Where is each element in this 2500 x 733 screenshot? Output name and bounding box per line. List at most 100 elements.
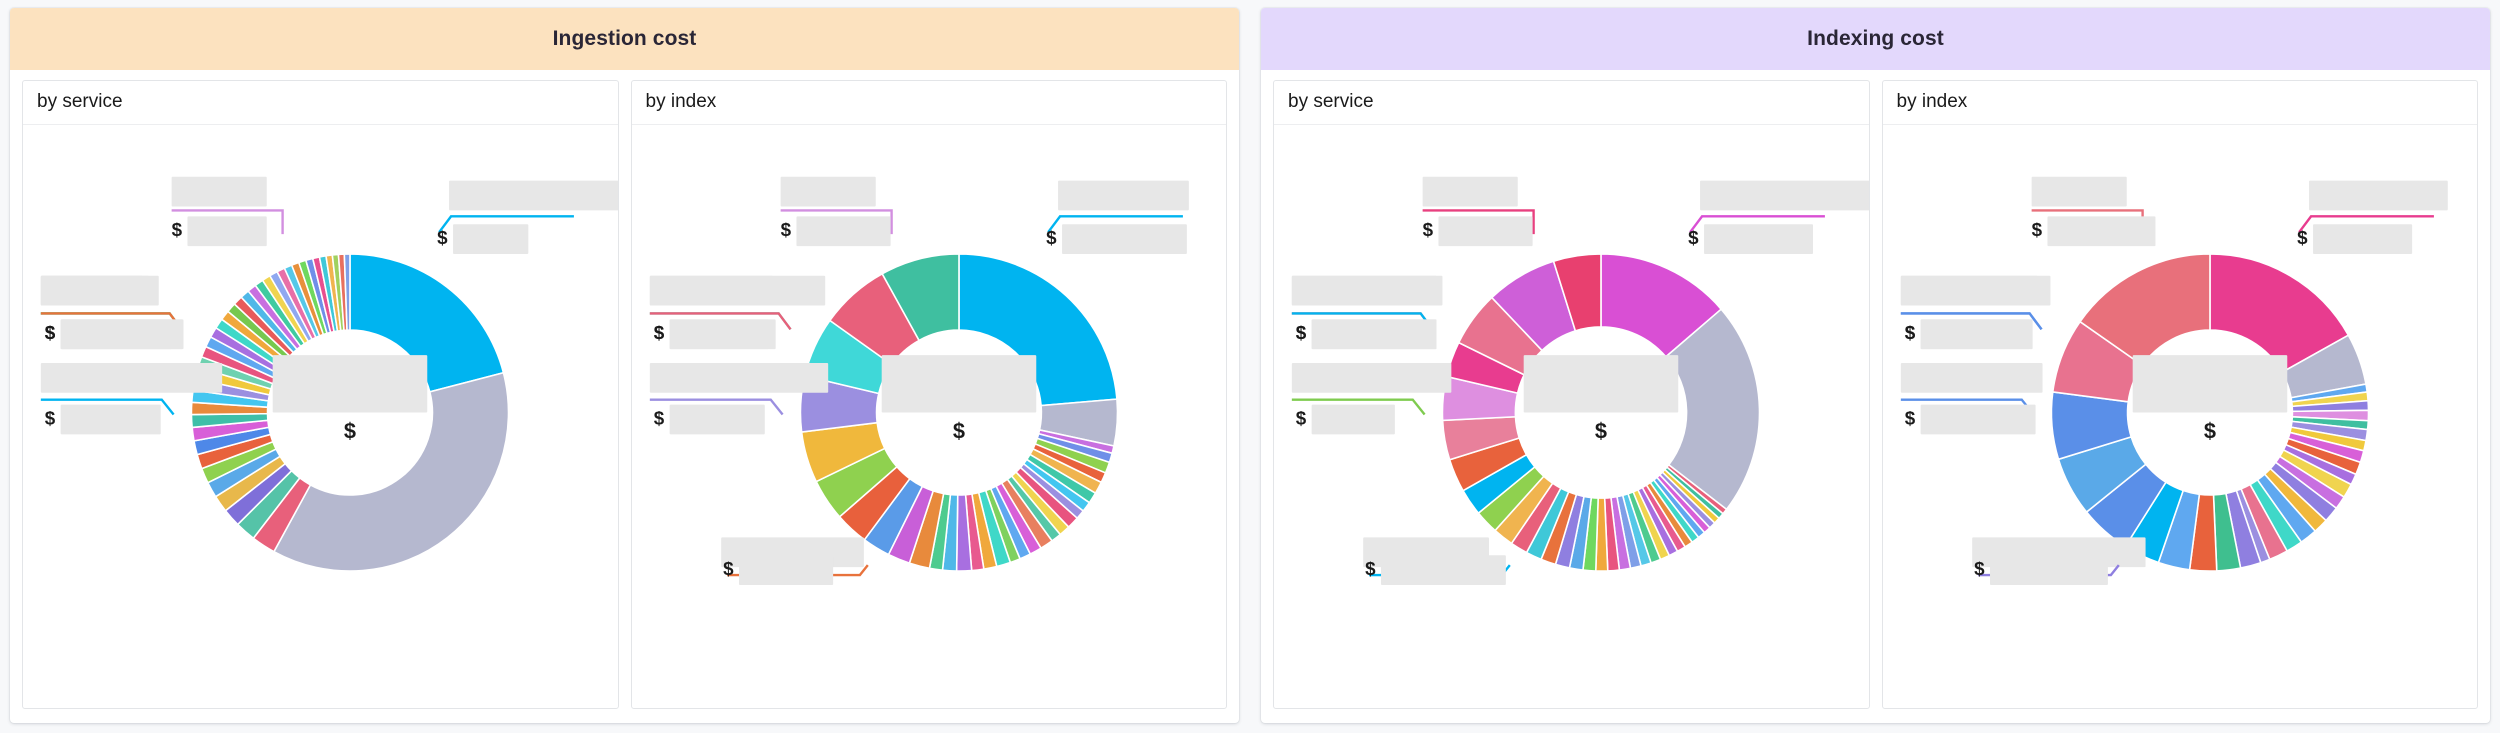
- chart-card-indexing-by-index: by index $ $ $ $ $ $ $: [1881, 80, 2478, 709]
- callout-value-redacted: [1704, 224, 1814, 255]
- callout-name-redacted: [1291, 362, 1452, 393]
- chart-title: by index: [1882, 81, 2477, 125]
- callout-value-redacted: [1989, 555, 2108, 585]
- chart-card-ingestion-by-service: by service $ $ $ $ $ $ $: [22, 80, 619, 709]
- center-total-redacted: [1523, 355, 1679, 413]
- callout-value-prefix: $: [1296, 407, 1307, 428]
- callout-name-redacted: [649, 362, 828, 393]
- donut-slice[interactable]: [1664, 308, 1761, 511]
- callout-value-prefix: $: [1904, 322, 1915, 343]
- donut-slices: [2050, 253, 2369, 572]
- callout-group: $$$$$$: [40, 176, 618, 435]
- center-total-redacted: [881, 355, 1036, 413]
- callout-name-redacted: [40, 275, 149, 306]
- chart-canvas: $ $ $ $ $ $ $: [1274, 125, 1869, 708]
- callout-value-redacted: [1438, 216, 1533, 247]
- donut-slice[interactable]: [1552, 253, 1602, 332]
- callout-value-prefix: $: [1365, 558, 1376, 579]
- center-total-prefix: $: [952, 418, 964, 443]
- center-total-prefix: $: [344, 418, 356, 443]
- center-total-prefix: $: [2203, 418, 2215, 443]
- panel-body: by service $ $ $ $ $ $ $ by index $ $ $ $ $ $ $: [1261, 70, 2490, 723]
- callout-leader-line: [1689, 215, 1825, 233]
- callout-value-prefix: $: [1296, 322, 1307, 343]
- callout-value-prefix: $: [45, 322, 56, 343]
- callout-name-redacted: [649, 275, 773, 306]
- center-total-prefix: $: [1595, 418, 1607, 443]
- callout-leader-line: [1291, 398, 1426, 416]
- callout-value-prefix: $: [2297, 227, 2308, 248]
- callout-group: $ $ $ $ $ $: [1291, 176, 1869, 585]
- callout-value-prefix: $: [723, 558, 734, 579]
- callout-value-prefix: $: [2031, 219, 2042, 240]
- chart-card-ingestion-by-index: by index $ $ $ $ $ $ $: [630, 80, 1227, 709]
- chart-title: by service: [23, 81, 618, 125]
- callout-name-redacted: [2031, 176, 2127, 207]
- callout-name-redacted: [780, 176, 876, 207]
- callout-value-prefix: $: [653, 322, 664, 343]
- callout-value-prefix: $: [1974, 558, 1985, 579]
- chart-title: by index: [631, 81, 1226, 125]
- callout-leader-line: [438, 215, 574, 233]
- center-total-redacted: [272, 355, 428, 413]
- callout-name-redacted: [1700, 180, 1869, 211]
- donut-chart-indexing-by-index[interactable]: $$$$$$$: [1883, 125, 2478, 708]
- callout-value-prefix: $: [1688, 227, 1699, 248]
- donut-slice[interactable]: [2078, 253, 2211, 367]
- callout-value-prefix: $: [45, 322, 56, 343]
- chart-canvas: $ $ $ $ $ $ $: [23, 125, 618, 708]
- callout-value-redacted: [453, 224, 529, 255]
- callout-leader-line: [649, 312, 791, 331]
- callout-group: $$$$$$: [1900, 176, 2448, 585]
- callout-name-redacted: [40, 362, 223, 393]
- panel-body: by service $ $ $ $ $ $ $ by index $ $ $ $ $ $ $: [10, 70, 1239, 723]
- callout-value-prefix: $: [45, 407, 56, 428]
- panel-ingestion: Ingestion cost by service $ $ $ $ $ $ $ by index $…: [10, 8, 1239, 723]
- callout-value-prefix: $: [780, 219, 791, 240]
- callout-name-redacted: [449, 180, 618, 211]
- callout-leader-line: [1046, 215, 1183, 233]
- chart-title: by service: [1274, 81, 1869, 125]
- donut-chart-ingestion-by-service[interactable]: $$$$$$$: [23, 125, 618, 708]
- donut-slice[interactable]: [343, 253, 351, 331]
- callout-value-redacted: [738, 555, 833, 585]
- chart-canvas: $ $ $ $ $ $ $: [632, 125, 1227, 708]
- donut-slice[interactable]: [272, 371, 510, 572]
- callout-value-redacted: [1061, 224, 1187, 255]
- callout-name-redacted: [1900, 275, 2050, 306]
- callout-value-redacted: [795, 216, 891, 247]
- panel-title: Ingestion cost: [10, 8, 1239, 70]
- callout-name-redacted: [1291, 275, 1437, 306]
- chart-canvas: $ $ $ $ $ $ $: [1883, 125, 2478, 708]
- callout-leader-line: [649, 398, 784, 416]
- callout-value-prefix: $: [1296, 322, 1307, 343]
- callout-name-redacted: [1900, 362, 2043, 393]
- callout-value-prefix: $: [1423, 219, 1434, 240]
- callout-value-prefix: $: [1046, 227, 1057, 248]
- callout-value-prefix: $: [437, 227, 448, 248]
- callout-value-redacted: [1920, 319, 2030, 350]
- callout-value-prefix: $: [653, 322, 664, 343]
- callout-value-redacted: [669, 404, 765, 435]
- chart-card-indexing-by-service: by service $ $ $ $ $ $ $: [1273, 80, 1870, 709]
- donut-slice[interactable]: [957, 253, 1118, 407]
- callout-value-redacted: [60, 404, 161, 435]
- donut-slice[interactable]: [2208, 253, 2349, 374]
- callout-name-redacted: [1057, 180, 1189, 211]
- callout-leader-line: [2297, 215, 2434, 233]
- donut-chart-indexing-by-service[interactable]: $$$$$$$: [1274, 125, 1869, 708]
- callout-value-redacted: [1311, 319, 1437, 350]
- donut-slice[interactable]: [880, 253, 960, 342]
- callout-name-redacted: [1422, 176, 1518, 207]
- donut-chart-ingestion-by-index[interactable]: $$$$$$$: [632, 125, 1227, 708]
- center-total-redacted: [2132, 355, 2287, 413]
- donut-slice[interactable]: [349, 253, 505, 393]
- callout-leader-line: [780, 209, 893, 235]
- callout-value-prefix: $: [1904, 322, 1915, 343]
- callout-group: $$$$$$: [649, 176, 1189, 585]
- donut-slices: [1441, 253, 1761, 572]
- callout-value-redacted: [1381, 555, 1506, 585]
- callout-value-redacted: [2312, 224, 2412, 255]
- callout-value-prefix: $: [172, 219, 183, 240]
